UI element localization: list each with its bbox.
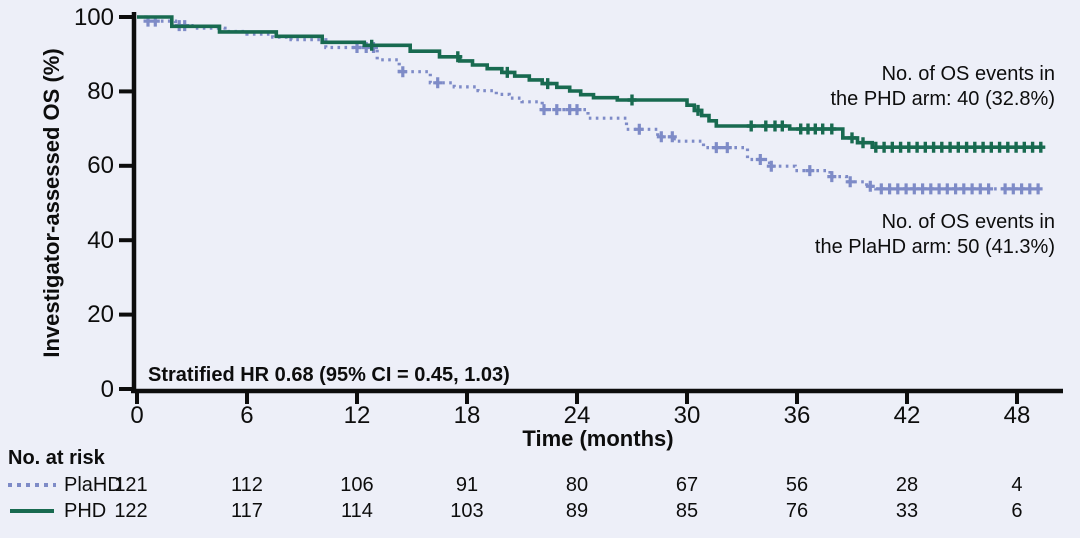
plahd-events-note-line1: No. of OS events in [881, 211, 1055, 233]
x-tick-label: 48 [1003, 402, 1031, 429]
risk-row-plahd: PlaHD 121 112 106 91 80 67 56 28 4 [0, 474, 1080, 497]
risk-row-phd-label: PHD [64, 500, 107, 522]
phd-censor-marks [367, 39, 1046, 153]
risk-value: 106 [340, 474, 374, 496]
risk-value: 67 [675, 474, 699, 496]
risk-value: 103 [450, 500, 484, 522]
risk-value: 4 [1011, 474, 1023, 496]
hazard-ratio-note: Stratified HR 0.68 (95% CI = 0.45, 1.03) [148, 364, 510, 386]
y-tick-label: 60 [87, 152, 114, 180]
risk-row-phd: PHD 122 117 114 103 89 85 76 33 6 [0, 500, 1080, 523]
y-tick-label: 80 [87, 77, 114, 105]
risk-value: 80 [565, 474, 589, 496]
plahd-line-swatch [8, 483, 56, 487]
plahd-events-note-line2: the PlaHD arm: 50 (41.3%) [814, 236, 1055, 258]
x-axis-title: Time (months) [522, 426, 674, 451]
plahd-censor-marks [143, 15, 1043, 195]
x-tick-label: 24 [563, 402, 591, 429]
x-tick-label: 30 [673, 402, 701, 429]
risk-value: 33 [895, 500, 919, 522]
risk-value: 6 [1011, 500, 1023, 522]
risk-table-title: No. at risk [8, 447, 105, 469]
risk-value: 91 [455, 474, 479, 496]
y-tick-label: 100 [73, 3, 114, 31]
y-tick-label: 0 [100, 375, 114, 403]
phd-line-swatch [10, 509, 54, 513]
risk-value: 122 [114, 500, 148, 522]
risk-value: 121 [114, 474, 148, 496]
risk-value: 89 [565, 500, 589, 522]
risk-value: 85 [675, 500, 699, 522]
risk-value: 76 [785, 500, 809, 522]
plahd-events-note: No. of OS events in the PlaHD arm: 50 (4… [815, 210, 1055, 260]
risk-value: 114 [341, 500, 373, 522]
x-tick-label: 18 [453, 402, 481, 429]
y-tick-label: 40 [87, 226, 114, 254]
x-tick-label: 12 [343, 402, 371, 429]
risk-value: 117 [231, 500, 263, 522]
x-tick-label: 6 [240, 402, 254, 429]
x-tick-label: 36 [783, 402, 811, 429]
x-tick-label: 0 [130, 402, 144, 429]
phd-events-note-line1: No. of OS events in [881, 63, 1055, 85]
risk-value: 56 [785, 474, 809, 496]
risk-value: 112 [231, 474, 263, 496]
risk-row-plahd-label: PlaHD [64, 474, 122, 496]
y-tick-label: 20 [87, 301, 114, 329]
x-tick-label: 42 [893, 402, 921, 429]
phd-events-note-line2: the PHD arm: 40 (32.8%) [830, 88, 1055, 110]
phd-events-note: No. of OS events in the PHD arm: 40 (32.… [830, 62, 1055, 112]
risk-value: 28 [895, 474, 919, 496]
